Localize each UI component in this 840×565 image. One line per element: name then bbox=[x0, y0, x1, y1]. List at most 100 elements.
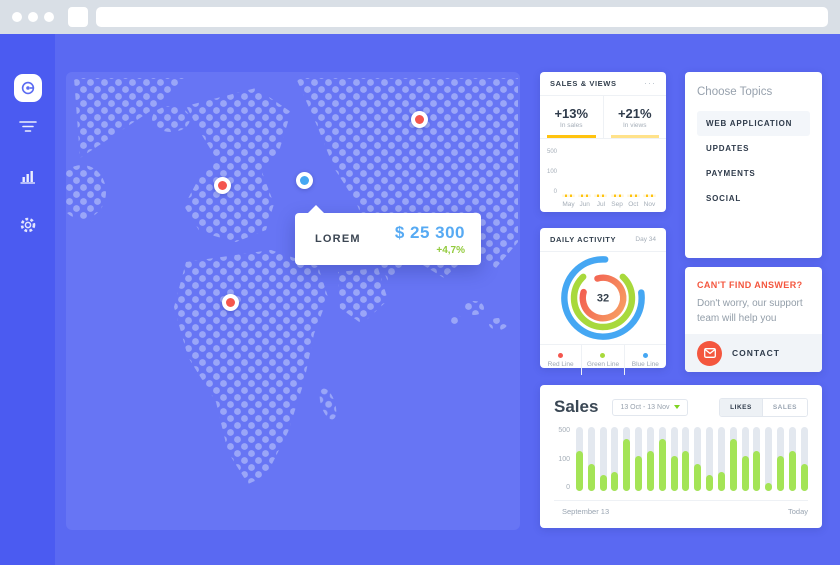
chevron-down-icon bbox=[674, 405, 681, 409]
stacked-bar bbox=[594, 194, 608, 197]
likes-sales-toggle: LIKES SALES bbox=[719, 397, 808, 417]
support-text: Don't worry, our support team will help … bbox=[697, 298, 803, 324]
map-tooltip: LOREM $ 25 300 +4,7% bbox=[295, 205, 481, 265]
stat-views: +21% In views bbox=[602, 96, 667, 138]
x-tick: Oct bbox=[628, 201, 639, 208]
contact-label: CONTACT bbox=[732, 348, 780, 358]
x-start-label: September 13 bbox=[562, 507, 610, 516]
map-marker-red[interactable] bbox=[222, 294, 239, 311]
y-tick: 0 bbox=[553, 189, 557, 195]
activity-donut: 32 bbox=[540, 252, 666, 344]
topic-item-social[interactable]: SOCIAL bbox=[706, 194, 742, 203]
sidebar-item-settings[interactable] bbox=[0, 216, 55, 239]
address-bar[interactable] bbox=[96, 7, 828, 27]
tooltip-value: $ 25 300 bbox=[394, 222, 465, 242]
stat-label: In views bbox=[623, 121, 647, 129]
stat-label: In sales bbox=[560, 121, 583, 129]
map-marker-red[interactable] bbox=[411, 111, 428, 128]
timeline-bar bbox=[599, 427, 607, 491]
timeline-bar bbox=[658, 427, 666, 491]
sidebar-item-stats[interactable] bbox=[0, 169, 55, 189]
timeline-bar bbox=[646, 427, 654, 491]
map-marker-blue[interactable] bbox=[296, 172, 313, 189]
timeline-bar bbox=[587, 427, 595, 491]
topics-title: Choose Topics bbox=[697, 86, 773, 98]
x-tick: Jun bbox=[579, 201, 590, 208]
daily-activity-panel: DAILY ACTIVITY Day 34 32 Red Line Green … bbox=[540, 228, 666, 375]
browser-tab[interactable] bbox=[68, 7, 88, 27]
legend-red-line: Red Line bbox=[540, 345, 581, 375]
timeline-bar bbox=[611, 427, 619, 491]
y-tick: 500 bbox=[546, 149, 557, 155]
stat-sales: +13% In sales bbox=[540, 96, 603, 138]
x-end-label: Today bbox=[787, 507, 808, 516]
legend-blue-line: Blue Line bbox=[623, 345, 666, 375]
legend-dot bbox=[642, 352, 648, 358]
sidebar bbox=[0, 34, 55, 565]
tooltip-delta: +4,7% bbox=[436, 244, 465, 256]
x-tick: May bbox=[562, 201, 575, 208]
toggle-sales[interactable]: SALES bbox=[761, 398, 807, 416]
timeline-bar bbox=[788, 427, 796, 491]
legend-label: Red Line bbox=[547, 360, 574, 368]
tooltip-label: LOREM bbox=[315, 233, 361, 245]
y-axis: 500 100 0 bbox=[554, 427, 576, 491]
stat-underline bbox=[547, 135, 596, 138]
timeline-bar bbox=[729, 427, 737, 491]
more-menu-icon[interactable]: ··· bbox=[644, 78, 656, 88]
timeline-bars bbox=[576, 427, 808, 491]
choose-topics-panel: Choose Topics WEB APPLICATION UPDATES PA… bbox=[685, 72, 822, 258]
stacked-bar bbox=[642, 194, 656, 197]
x-tick: Sep bbox=[611, 201, 623, 208]
sales-title: Sales bbox=[554, 397, 599, 416]
stat-value: +21% bbox=[617, 105, 652, 121]
timeline-bar bbox=[741, 427, 749, 491]
stat-value: +13% bbox=[554, 105, 589, 121]
sales-views-panel: SALES & VIEWS ··· +13% In sales +21% In … bbox=[540, 72, 666, 212]
timeline-bar bbox=[777, 427, 785, 491]
toggle-likes[interactable]: LIKES bbox=[720, 398, 762, 416]
timeline-bar bbox=[623, 427, 631, 491]
timeline-bar bbox=[694, 427, 702, 491]
day-label: Day 34 bbox=[635, 236, 656, 243]
envelope-icon bbox=[697, 340, 722, 366]
date-range-dropdown[interactable]: 13 Oct - 13 Nov bbox=[612, 398, 689, 416]
contact-button[interactable]: CONTACT bbox=[685, 334, 822, 372]
dashboard-icon bbox=[13, 74, 42, 102]
x-tick: Nov bbox=[643, 201, 656, 208]
ring-green bbox=[570, 265, 636, 331]
support-title: CAN'T FIND ANSWER? bbox=[697, 280, 803, 290]
stat-underline bbox=[610, 135, 659, 138]
panel-title: DAILY ACTIVITY bbox=[550, 235, 617, 244]
legend-green-line: Green Line bbox=[581, 345, 623, 375]
timeline-bar bbox=[670, 427, 678, 491]
legend-dot bbox=[558, 352, 564, 358]
topic-item-web-application[interactable]: WEB APPLICATION bbox=[697, 111, 810, 136]
stacked-bar bbox=[626, 194, 640, 197]
sidebar-item-filter[interactable] bbox=[0, 120, 55, 138]
sales-views-months: May Jun Jul Sep Oct Nov bbox=[560, 197, 658, 208]
sidebar-item-dashboard[interactable] bbox=[0, 74, 55, 102]
timeline-bar bbox=[682, 427, 690, 491]
y-tick: 0 bbox=[566, 484, 570, 491]
window-button[interactable] bbox=[44, 12, 54, 22]
map-marker-red[interactable] bbox=[214, 177, 231, 194]
sales-views-bars bbox=[560, 147, 658, 197]
gear-icon bbox=[19, 216, 37, 239]
ring-blue bbox=[561, 256, 645, 340]
y-tick: 100 bbox=[558, 455, 570, 463]
topic-item-updates[interactable]: UPDATES bbox=[706, 144, 750, 153]
map-continents bbox=[66, 78, 518, 484]
date-range-value: 13 Oct - 13 Nov bbox=[620, 403, 670, 411]
stacked-bar bbox=[562, 194, 575, 197]
timeline-bar bbox=[717, 427, 725, 491]
legend-label: Green Line bbox=[586, 360, 620, 368]
window-button[interactable] bbox=[12, 12, 22, 22]
stacked-bar bbox=[610, 194, 624, 197]
timeline-bar bbox=[753, 427, 761, 491]
timeline-bar bbox=[765, 427, 773, 491]
topic-item-payments[interactable]: PAYMENTS bbox=[706, 169, 756, 178]
window-button[interactable] bbox=[28, 12, 38, 22]
browser-chrome bbox=[0, 0, 840, 34]
timeline-bar bbox=[576, 427, 583, 491]
